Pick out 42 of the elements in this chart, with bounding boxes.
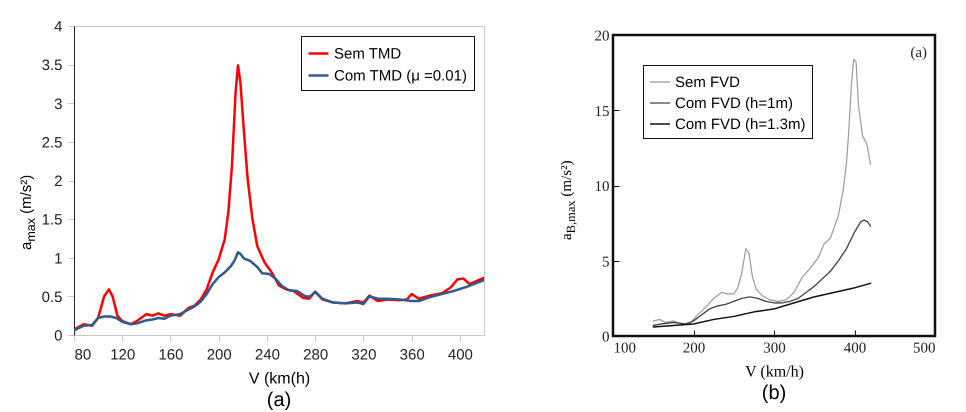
line-series xyxy=(652,282,872,328)
y-tick-label: 1.5 xyxy=(42,212,62,229)
x-tick-label: 500 xyxy=(913,340,936,356)
y-tick-label: 5 xyxy=(602,254,610,270)
line-series xyxy=(74,251,484,332)
legend-label: Sem FVD xyxy=(675,74,740,91)
y-tick-label: 0.5 xyxy=(42,288,62,306)
legend-label: Sem TMD xyxy=(334,46,402,62)
x-tick-label: 100 xyxy=(614,340,636,356)
y-tick-label: 1 xyxy=(54,250,62,268)
x-tick-label: 120 xyxy=(110,346,136,364)
x-tick-label: 200 xyxy=(682,340,706,356)
legend-label: Com FVD (h=1m) xyxy=(675,95,793,112)
legend-label: Com TMD (μ =0.01) xyxy=(334,68,467,84)
x-tick-label: 320 xyxy=(351,346,376,364)
x-axis-title: V (km(h) xyxy=(248,370,310,388)
y-tick-label: 0 xyxy=(54,328,62,344)
y-tick-label: 3 xyxy=(54,96,62,113)
text: (b) xyxy=(762,382,786,404)
x-tick-label: 400 xyxy=(448,346,473,364)
x-tick-label: 160 xyxy=(158,346,184,364)
line-series xyxy=(652,58,872,325)
y-tick-label: 15 xyxy=(594,104,610,120)
x-tick-label: 360 xyxy=(400,346,425,364)
x-axis-title: V (km/h) xyxy=(745,364,804,380)
y-tick-label: 3.5 xyxy=(42,57,62,74)
y-tick-label: 2.5 xyxy=(42,134,62,152)
line-series xyxy=(652,219,872,326)
y-tick-label: 0 xyxy=(602,330,610,346)
y-tick-label: 4 xyxy=(54,18,62,36)
x-tick-label: 400 xyxy=(844,340,866,356)
x-tick-label: 280 xyxy=(303,346,328,364)
legend-label: Com FVD (h=1.3m) xyxy=(675,116,806,133)
x-tick-label: 300 xyxy=(763,340,786,356)
y-tick-label: 20 xyxy=(594,28,610,44)
text: (a) xyxy=(266,389,292,411)
x-tick-label: 200 xyxy=(206,346,232,364)
x-tick-label: 240 xyxy=(254,346,280,364)
annotation: (a) xyxy=(910,45,927,61)
x-tick-label: 80 xyxy=(74,346,92,364)
y-tick-label: 10 xyxy=(594,179,610,195)
y-tick-label: 2 xyxy=(54,173,62,190)
